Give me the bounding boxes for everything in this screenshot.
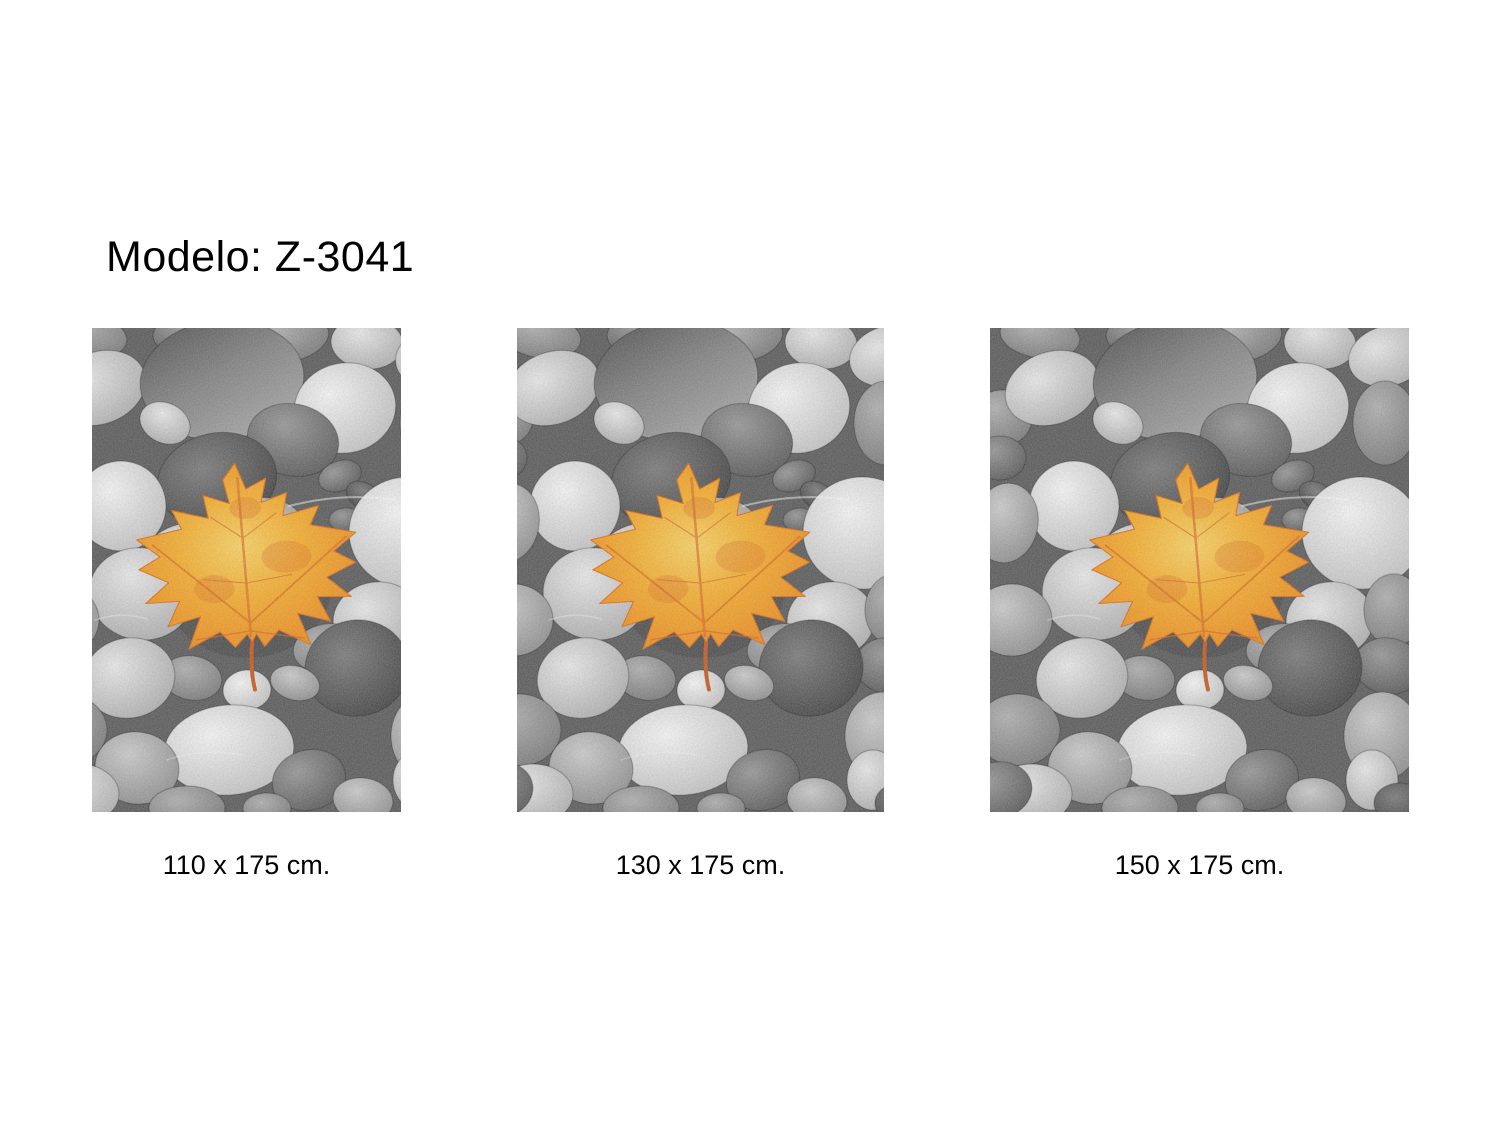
leaf-pebbles-photo	[517, 328, 884, 812]
product-photo-130	[517, 328, 884, 812]
page-title: Modelo: Z-3041	[106, 233, 415, 281]
size-label-130: 130 x 175 cm.	[615, 850, 786, 880]
product-photo-110	[92, 328, 401, 812]
product-photo-150	[990, 328, 1409, 812]
size-label-150: 150 x 175 cm.	[1114, 850, 1285, 880]
leaf-pebbles-photo	[990, 328, 1409, 812]
leaf-pebbles-photo	[92, 328, 401, 812]
size-label-110: 110 x 175 cm.	[162, 850, 331, 880]
